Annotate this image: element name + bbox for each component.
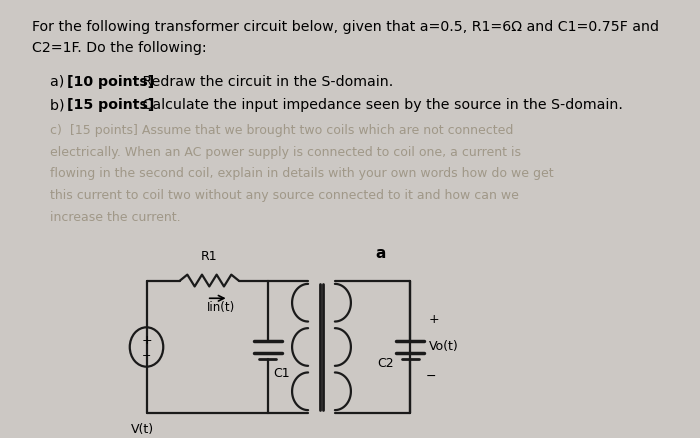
Text: −: − (426, 370, 436, 383)
Text: C1: C1 (273, 367, 290, 380)
Text: +: + (428, 313, 440, 326)
Text: C2=1F. Do the following:: C2=1F. Do the following: (32, 41, 206, 55)
Text: electrically. When an AC power supply is connected to coil one, a current is: electrically. When an AC power supply is… (50, 146, 522, 159)
Text: b): b) (50, 99, 74, 113)
Text: V(t): V(t) (131, 423, 154, 436)
Text: +: + (141, 334, 152, 346)
Text: [10 points]: [10 points] (67, 75, 154, 89)
Text: −: − (142, 351, 151, 361)
Text: Redraw the circuit in the S-domain.: Redraw the circuit in the S-domain. (138, 75, 393, 89)
Text: a): a) (50, 75, 74, 89)
Text: this current to coil two without any source connected to it and how can we: this current to coil two without any sou… (50, 189, 519, 202)
Text: R1: R1 (201, 250, 218, 263)
Text: a: a (376, 246, 386, 261)
Text: c)  [15 points] Assume that we brought two coils which are not connected: c) [15 points] Assume that we brought tw… (50, 124, 514, 137)
Text: C2: C2 (377, 357, 393, 370)
Text: Vo(t): Vo(t) (428, 340, 458, 353)
Text: [15 points]: [15 points] (67, 99, 155, 113)
Text: For the following transformer circuit below, given that a=0.5, R1=6Ω and C1=0.75: For the following transformer circuit be… (32, 20, 659, 34)
Text: flowing in the second coil, explain in details with your own words how do we get: flowing in the second coil, explain in d… (50, 167, 554, 180)
Text: Iin(t): Iin(t) (206, 301, 235, 314)
Text: increase the current.: increase the current. (50, 211, 181, 224)
Text: Calculate the input impedance seen by the source in the S-domain.: Calculate the input impedance seen by th… (138, 99, 623, 113)
